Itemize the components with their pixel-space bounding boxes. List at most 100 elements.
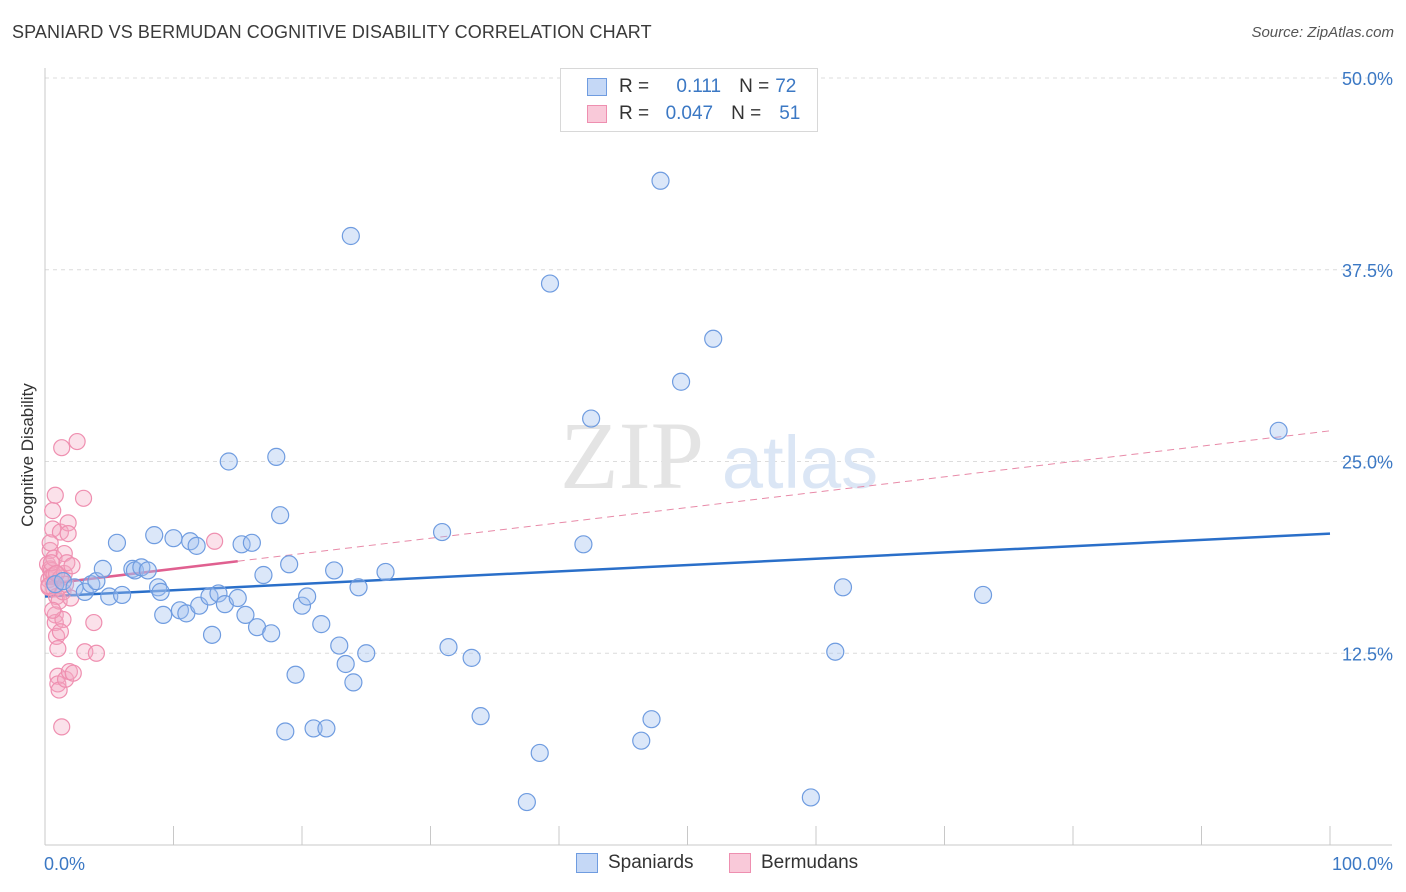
bermudans-point [53, 718, 71, 736]
trend-lines [44, 430, 1331, 598]
watermark-zip: ZIP [560, 402, 704, 509]
spaniards-point [651, 171, 670, 190]
bermudans-point [51, 623, 70, 641]
bermudans-point [46, 486, 64, 504]
gridlines [45, 77, 1392, 654]
spaniards-point [202, 625, 222, 644]
bermudans-point [59, 524, 77, 543]
correlation-legend: R = 0.111 N = 72 R = 0.047 N = 51 [560, 68, 818, 132]
bermudans-point [49, 640, 67, 658]
spaniards-point [312, 615, 331, 634]
watermark: ZIP atlas [560, 402, 878, 509]
spaniards-point [826, 642, 845, 661]
spaniards-point [151, 582, 170, 601]
spaniards-swatch [587, 78, 607, 96]
spaniards-point [154, 605, 173, 625]
spaniards-point [292, 596, 312, 615]
spaniards-point [112, 585, 132, 605]
spaniards-point [242, 533, 261, 552]
bermudans-point [85, 613, 103, 632]
legend-row-bermudans: R = 0.047 N = 51 [587, 102, 800, 126]
chart-title: SPANIARD VS BERMUDAN COGNITIVE DISABILIT… [12, 22, 652, 42]
n-label: N = [731, 103, 762, 124]
spaniards-point [181, 532, 200, 551]
spaniards-legend-swatch [576, 853, 598, 873]
source-credit: Source: ZipAtlas.com [1251, 24, 1394, 41]
legend-item-bermudans[interactable]: Bermudans [729, 852, 858, 874]
spaniards-point [517, 792, 536, 812]
legend-label-bermudans: Bermudans [761, 852, 859, 873]
bermudans-r-value: 0.047 [665, 103, 714, 124]
spaniards-point [107, 533, 127, 552]
spaniards-point [138, 561, 157, 580]
spaniards-point [262, 624, 281, 643]
y-tick-label: 25.0% [1342, 453, 1393, 473]
spaniards-point [973, 585, 993, 605]
x-tick-label: 0.0% [44, 854, 85, 874]
spaniards-point [376, 562, 395, 582]
spaniards-point [280, 555, 299, 574]
spaniards-point [574, 535, 593, 554]
spaniards-point [642, 710, 661, 729]
spaniards-point [145, 526, 164, 545]
spaniards-point [330, 636, 349, 655]
spaniards-point [325, 561, 344, 580]
bermudans-point [53, 439, 71, 457]
legend-item-spaniards[interactable]: Spaniards [576, 852, 694, 874]
spaniards-point [254, 565, 273, 585]
bermudans-point [42, 554, 61, 572]
spaniards-point [93, 559, 112, 578]
spaniards-point [801, 788, 820, 807]
spaniards-point [833, 578, 853, 597]
legend-row-spaniards: R = 0.111 N = 72 [587, 75, 796, 99]
spaniards-r-value: 0.111 [676, 76, 722, 97]
y-tick-label: 50.0% [1342, 69, 1393, 89]
spaniards-point [344, 673, 363, 692]
axes [44, 68, 1392, 846]
bermudans-n-value: 51 [779, 103, 801, 124]
bermudans-point [41, 534, 59, 552]
spaniards-point [336, 654, 355, 674]
spaniards-point [439, 638, 458, 657]
bermudans-point [44, 601, 62, 619]
spaniards-point [187, 536, 206, 555]
data-points [38, 171, 1288, 812]
bermudans-point [87, 644, 106, 662]
spaniards-point [53, 572, 73, 591]
spaniards-point [349, 578, 368, 597]
bermudans-point [64, 664, 82, 682]
bermudans-point [63, 557, 81, 575]
spaniards-point [540, 274, 560, 293]
spaniards-point [357, 644, 376, 663]
r-label: R = [619, 76, 650, 97]
spaniards-point [671, 372, 691, 391]
spaniards-point [317, 719, 336, 738]
spaniards-point [219, 452, 238, 471]
bermudans-point [44, 501, 62, 520]
spaniards-point [632, 731, 651, 750]
spaniards-point [267, 447, 286, 466]
bermudans-trend-line [44, 559, 238, 586]
spaniards-point [582, 409, 601, 428]
spaniards-point [704, 329, 723, 348]
bermudans-point [74, 489, 93, 507]
bermudans-point [50, 681, 68, 699]
spaniards-point [341, 226, 360, 246]
bermudans-point [68, 432, 86, 451]
bermudans-point [40, 577, 58, 595]
legend-label-spaniards: Spaniards [608, 852, 694, 873]
spaniards-point [462, 648, 481, 667]
bermudans-trend-extension [237, 430, 1331, 562]
spaniards-point [164, 529, 183, 548]
spaniards-point [271, 506, 290, 525]
x-tick-label: 100.0% [1332, 854, 1393, 874]
spaniards-point [209, 584, 228, 603]
spaniards-point [276, 722, 295, 741]
spaniards-point [530, 743, 549, 763]
bermudans-point [206, 532, 224, 550]
spaniards-point [298, 587, 317, 606]
spaniards-n-value: 72 [775, 76, 797, 97]
spaniards-point [82, 575, 101, 594]
spaniards-point [304, 719, 323, 738]
